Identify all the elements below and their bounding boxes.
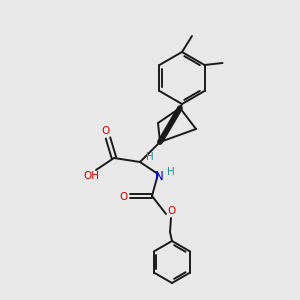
Text: O: O [120,192,128,202]
Text: H: H [146,152,154,162]
Text: N: N [154,170,164,184]
Text: OH: OH [83,171,99,181]
Text: O: O [101,126,109,136]
Text: O: O [167,206,175,216]
Text: H: H [167,167,175,177]
